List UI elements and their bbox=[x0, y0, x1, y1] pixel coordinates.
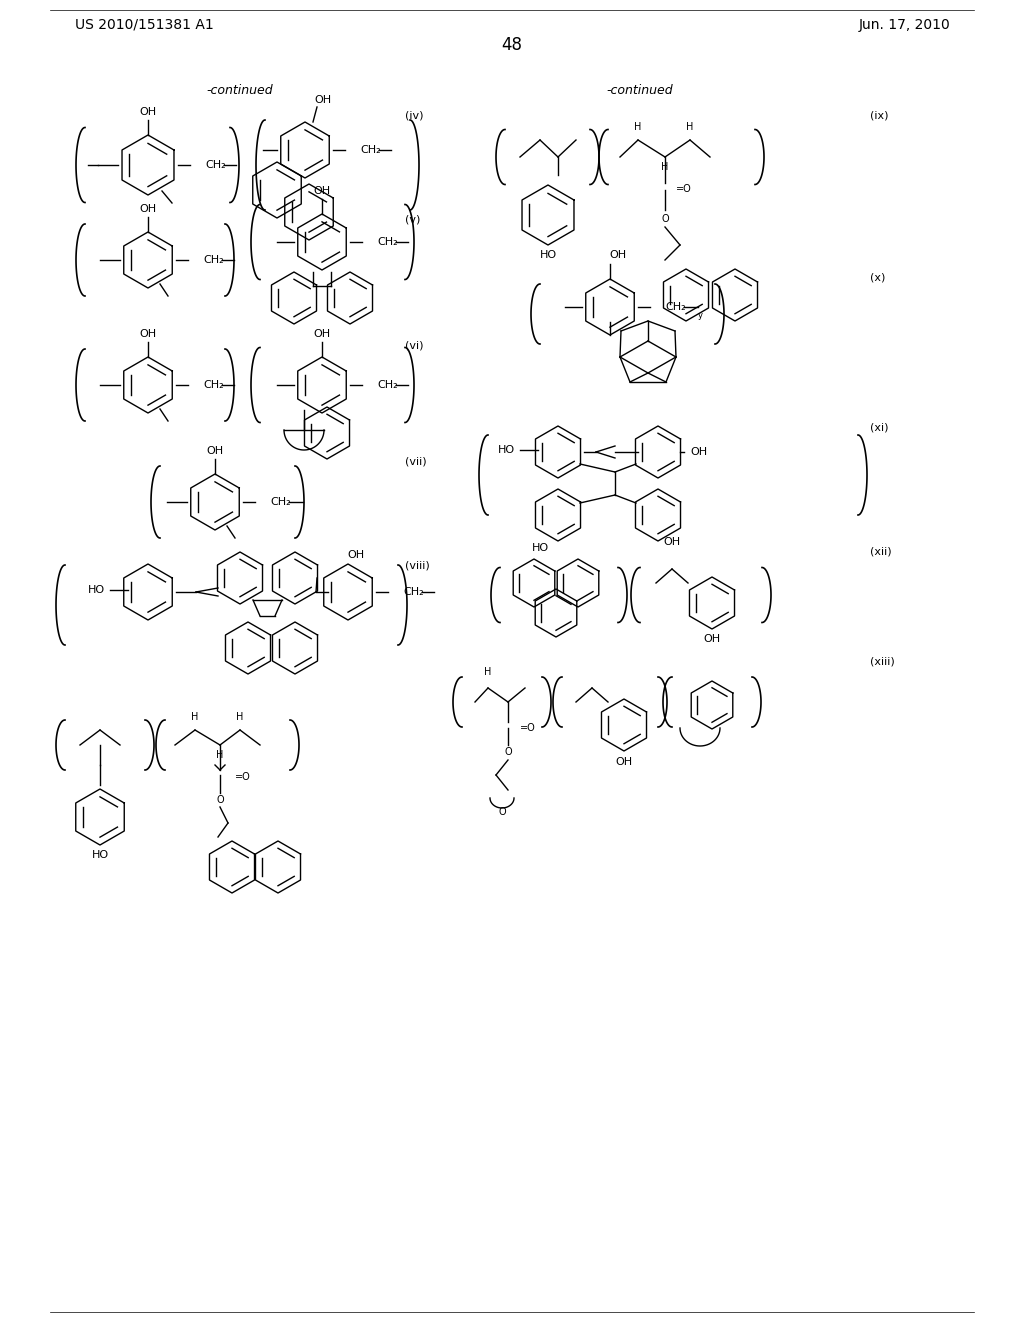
Text: y: y bbox=[697, 310, 702, 319]
Text: CH₂: CH₂ bbox=[403, 587, 424, 597]
Text: CH₂: CH₂ bbox=[270, 498, 291, 507]
Text: OH: OH bbox=[703, 634, 721, 644]
Text: (ix): (ix) bbox=[870, 110, 889, 120]
Text: CH₂: CH₂ bbox=[377, 380, 397, 389]
Text: =O: =O bbox=[676, 183, 692, 194]
Text: OH: OH bbox=[139, 107, 157, 117]
Text: O: O bbox=[499, 807, 506, 817]
Text: HO: HO bbox=[540, 249, 557, 260]
Text: H: H bbox=[191, 711, 199, 722]
Text: =O: =O bbox=[520, 723, 536, 733]
Text: -continued: -continued bbox=[606, 83, 674, 96]
Text: OH: OH bbox=[207, 446, 223, 455]
Text: (x): (x) bbox=[870, 273, 886, 282]
Text: OH: OH bbox=[664, 537, 681, 546]
Text: CH₂: CH₂ bbox=[203, 380, 223, 389]
Text: HO: HO bbox=[91, 850, 109, 861]
Text: OH: OH bbox=[313, 329, 331, 339]
Text: H: H bbox=[686, 121, 693, 132]
Text: OH: OH bbox=[313, 186, 331, 195]
Text: (xiii): (xiii) bbox=[870, 657, 895, 667]
Text: OH: OH bbox=[314, 95, 332, 106]
Text: (v): (v) bbox=[406, 215, 421, 224]
Text: HO: HO bbox=[498, 445, 515, 455]
Text: (iv): (iv) bbox=[406, 110, 424, 120]
Text: =O: =O bbox=[234, 772, 251, 781]
Text: H: H bbox=[216, 750, 223, 760]
Text: (xi): (xi) bbox=[870, 422, 889, 433]
Text: O: O bbox=[662, 214, 669, 224]
Text: OH: OH bbox=[690, 447, 708, 457]
Text: H: H bbox=[237, 711, 244, 722]
Text: OH: OH bbox=[139, 205, 157, 214]
Text: OH: OH bbox=[139, 329, 157, 339]
Text: OH: OH bbox=[609, 249, 627, 260]
Text: (vi): (vi) bbox=[406, 341, 424, 350]
Text: 48: 48 bbox=[502, 36, 522, 54]
Text: OH: OH bbox=[615, 756, 633, 767]
Text: OH: OH bbox=[347, 550, 365, 560]
Text: CH₂: CH₂ bbox=[665, 302, 686, 312]
Text: -continued: -continued bbox=[207, 83, 273, 96]
Text: HO: HO bbox=[88, 585, 105, 595]
Text: Jun. 17, 2010: Jun. 17, 2010 bbox=[858, 18, 950, 32]
Text: (vii): (vii) bbox=[406, 457, 427, 467]
Text: H: H bbox=[484, 667, 492, 677]
Text: H: H bbox=[634, 121, 642, 132]
Text: US 2010/151381 A1: US 2010/151381 A1 bbox=[75, 18, 214, 32]
Text: CH₂: CH₂ bbox=[377, 238, 397, 247]
Text: O: O bbox=[504, 747, 512, 756]
Text: HO: HO bbox=[531, 543, 549, 553]
Text: (xii): (xii) bbox=[870, 546, 892, 557]
Text: CH₂: CH₂ bbox=[203, 255, 223, 265]
Text: O: O bbox=[216, 795, 224, 805]
Text: H: H bbox=[662, 162, 669, 172]
Text: CH₂: CH₂ bbox=[205, 160, 225, 170]
Text: (viii): (viii) bbox=[406, 561, 430, 572]
Text: CH₂: CH₂ bbox=[360, 145, 381, 154]
